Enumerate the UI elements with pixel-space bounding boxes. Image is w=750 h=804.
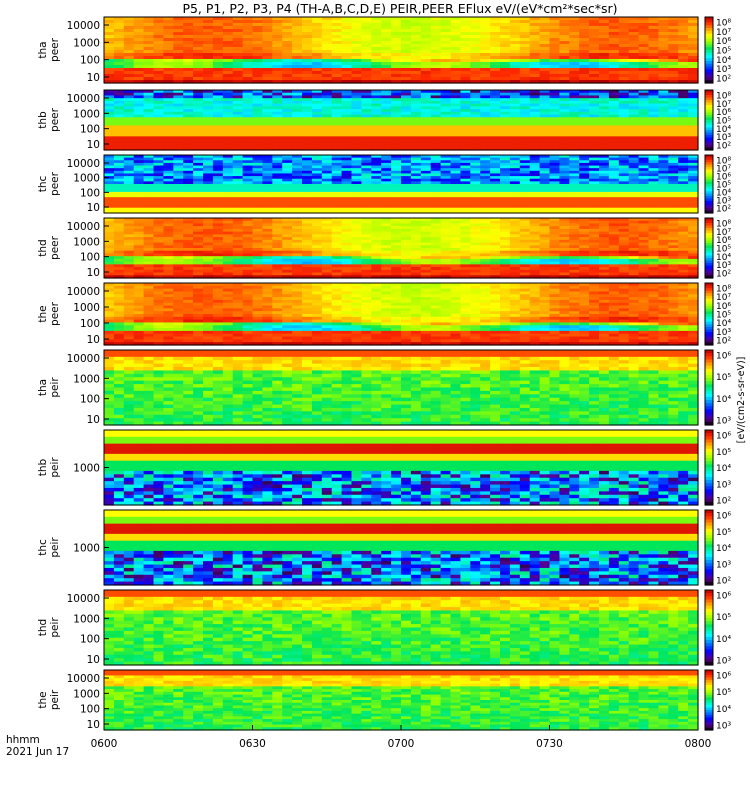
figure-title: P5, P1, P2, P3, P4 (TH-A,B,C,D,E) PEIR,P… (182, 1, 617, 16)
y-axis-label-probe: tha (37, 41, 49, 58)
y-axis-label-instrument: peer (49, 171, 61, 196)
y-tick-label: 10000 (67, 158, 100, 170)
y-tick-label: 1000 (73, 173, 100, 185)
y-axis-label-probe: thb (37, 111, 49, 129)
y-tick-label: 10000 (67, 20, 100, 32)
y-tick-label: 10 (87, 139, 100, 151)
y-tick-label: 10 (87, 72, 100, 84)
y-tick-label: 100 (80, 187, 100, 199)
y-axis-label-instrument: peer (49, 107, 61, 132)
heatmap-thb-peer (104, 90, 699, 151)
y-tick-label: 1000 (73, 108, 100, 120)
y-tick-label: 1000 (73, 37, 100, 49)
heatmap-tha-peer (104, 17, 699, 84)
colorbar-tick-label: 10² (716, 142, 731, 152)
y-tick-label: 10 (87, 202, 100, 214)
colorbar-tick-label: 10² (716, 205, 731, 215)
heatmap-thc-peer (104, 155, 699, 214)
y-tick-label: 100 (80, 124, 100, 136)
y-tick-label: 100 (80, 55, 100, 67)
y-axis-label-probe: thc (37, 176, 49, 193)
y-axis-label-instrument: peer (49, 37, 61, 62)
y-tick-label: 10000 (67, 93, 100, 105)
heatmap-thd-peer (104, 218, 699, 279)
colorbar-tick-label: 10² (716, 75, 731, 85)
